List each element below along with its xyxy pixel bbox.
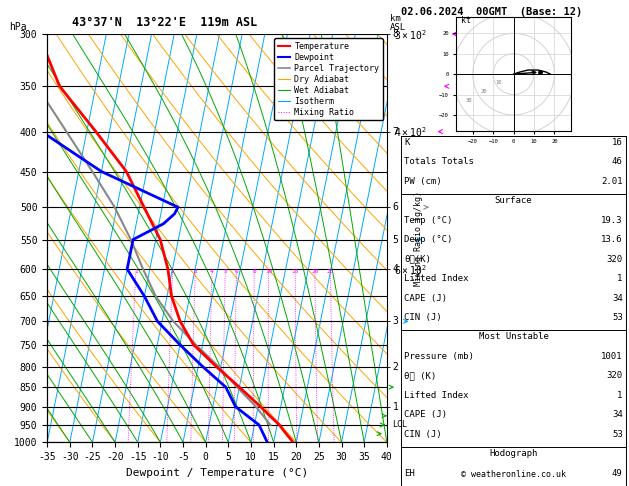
- Text: 1001: 1001: [601, 352, 623, 361]
- Text: Totals Totals: Totals Totals: [404, 157, 474, 167]
- Text: 20: 20: [481, 89, 487, 94]
- Legend: Temperature, Dewpoint, Parcel Trajectory, Dry Adiabat, Wet Adiabat, Isotherm, Mi: Temperature, Dewpoint, Parcel Trajectory…: [274, 38, 382, 121]
- Text: 53: 53: [612, 313, 623, 322]
- Text: CAPE (J): CAPE (J): [404, 294, 447, 303]
- Text: PW (cm): PW (cm): [404, 177, 442, 186]
- Text: 20: 20: [311, 269, 319, 274]
- Text: LCL: LCL: [392, 420, 408, 429]
- Text: EH: EH: [404, 469, 415, 478]
- Text: 4: 4: [392, 264, 398, 274]
- Text: 320: 320: [606, 255, 623, 264]
- Text: 13.6: 13.6: [601, 235, 623, 244]
- Text: 320: 320: [606, 371, 623, 381]
- Text: Mixing Ratio (g/kg): Mixing Ratio (g/kg): [414, 191, 423, 286]
- Text: 1: 1: [617, 391, 623, 400]
- Text: 10: 10: [265, 269, 272, 274]
- Text: 1: 1: [617, 274, 623, 283]
- Text: kt: kt: [460, 16, 470, 25]
- Text: Temp (°C): Temp (°C): [404, 216, 453, 225]
- Text: 43°37'N  13°22'E  119m ASL: 43°37'N 13°22'E 119m ASL: [72, 16, 258, 29]
- Text: 30: 30: [465, 98, 472, 103]
- Text: 15: 15: [291, 269, 299, 274]
- Text: 34: 34: [612, 294, 623, 303]
- Text: CIN (J): CIN (J): [404, 430, 442, 439]
- Text: θᴅ (K): θᴅ (K): [404, 371, 437, 381]
- Text: Hodograph: Hodograph: [489, 449, 538, 458]
- Text: 7: 7: [392, 126, 398, 137]
- Text: 49: 49: [612, 469, 623, 478]
- Text: Lifted Index: Lifted Index: [404, 274, 469, 283]
- Text: CAPE (J): CAPE (J): [404, 410, 447, 419]
- Text: © weatheronline.co.uk: © weatheronline.co.uk: [461, 469, 566, 479]
- X-axis label: Dewpoint / Temperature (°C): Dewpoint / Temperature (°C): [126, 468, 308, 478]
- Text: 2.01: 2.01: [601, 177, 623, 186]
- Text: hPa: hPa: [9, 21, 27, 32]
- Text: 5: 5: [223, 269, 227, 274]
- Text: Dewp (°C): Dewp (°C): [404, 235, 453, 244]
- Text: 5: 5: [392, 235, 398, 244]
- Text: CIN (J): CIN (J): [404, 313, 442, 322]
- Text: 10: 10: [495, 80, 502, 85]
- Text: 16: 16: [612, 138, 623, 147]
- Text: 19.3: 19.3: [601, 216, 623, 225]
- Text: km
ASL: km ASL: [390, 14, 406, 32]
- Text: 8: 8: [392, 29, 398, 39]
- Text: 1: 1: [392, 401, 398, 412]
- Text: K: K: [404, 138, 410, 147]
- Text: Surface: Surface: [495, 196, 532, 205]
- Text: Most Unstable: Most Unstable: [479, 332, 548, 341]
- Text: 4: 4: [210, 269, 214, 274]
- Text: 34: 34: [612, 410, 623, 419]
- Text: 6: 6: [392, 202, 398, 212]
- Text: 6: 6: [235, 269, 238, 274]
- Text: θᴅ(K): θᴅ(K): [404, 255, 431, 264]
- Text: 02.06.2024  00GMT  (Base: 12): 02.06.2024 00GMT (Base: 12): [401, 7, 582, 17]
- Text: Pressure (mb): Pressure (mb): [404, 352, 474, 361]
- Text: Lifted Index: Lifted Index: [404, 391, 469, 400]
- Text: 25: 25: [326, 269, 334, 274]
- Text: 46: 46: [612, 157, 623, 167]
- Text: 1: 1: [134, 269, 138, 274]
- Text: 8: 8: [252, 269, 256, 274]
- Text: 2: 2: [171, 269, 174, 274]
- Text: 3: 3: [194, 269, 198, 274]
- Text: 53: 53: [612, 430, 623, 439]
- Text: 2: 2: [392, 362, 398, 372]
- Text: 3: 3: [392, 316, 398, 326]
